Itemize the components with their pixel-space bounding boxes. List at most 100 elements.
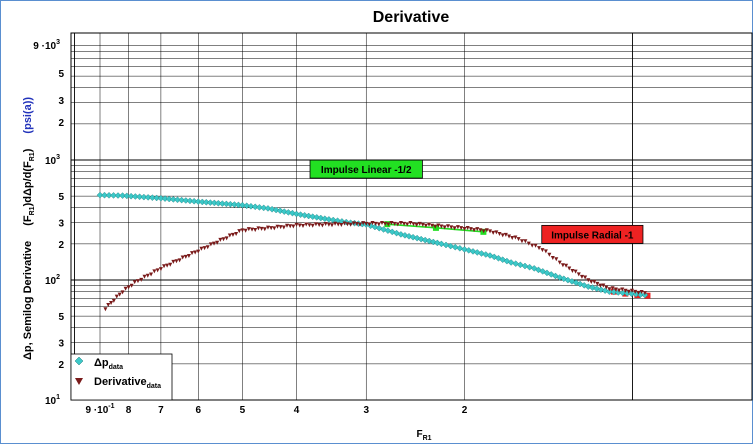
- derivative-point: [342, 221, 347, 226]
- derivative-point: [519, 239, 524, 244]
- x-tick-exponent: -1: [108, 403, 114, 410]
- derivative-point: [468, 227, 473, 232]
- derivative-point: [135, 279, 140, 284]
- derivative-point: [313, 222, 318, 227]
- y-tick-label: 3: [58, 219, 64, 230]
- dp-point: [552, 272, 559, 280]
- dp-point: [110, 192, 117, 199]
- fit-line-marker: [432, 224, 439, 231]
- chart-title: Derivative: [373, 9, 450, 26]
- dp-point: [186, 197, 194, 205]
- derivative-point: [583, 275, 588, 280]
- derivative-point: [570, 269, 575, 274]
- dp-point: [231, 201, 238, 208]
- dp-point: [127, 192, 135, 200]
- derivative-point: [472, 228, 477, 233]
- y-tick-exponent: 1: [56, 394, 60, 401]
- derivative-point: [307, 223, 312, 228]
- dp-point: [182, 197, 190, 204]
- grid-lines: [71, 33, 752, 401]
- derivative-point: [462, 227, 467, 232]
- dp-point: [461, 246, 468, 253]
- dp-point: [397, 231, 405, 238]
- dp-point: [628, 290, 635, 298]
- derivative-point: [386, 222, 391, 227]
- derivative-point: [351, 221, 356, 226]
- dp-point: [174, 196, 181, 204]
- x-tick-label: 6: [195, 405, 201, 416]
- dp-point: [478, 250, 485, 257]
- dp-point: [614, 289, 622, 296]
- derivative-point: [408, 221, 413, 226]
- derivative-point: [348, 222, 353, 227]
- y-axis-label-sub-1: R1: [29, 206, 36, 215]
- derivative-point: [481, 229, 486, 234]
- legend-label-derivative-name: Derivative: [94, 376, 147, 388]
- dp-point: [512, 260, 520, 267]
- derivative-point: [310, 223, 315, 228]
- derivative-point: [183, 254, 188, 259]
- y-tick-label: 103: [45, 154, 60, 167]
- x-tick-label: 8: [126, 405, 132, 416]
- dp-point: [239, 201, 246, 209]
- y-tick-label: 5: [58, 312, 64, 323]
- dp-point: [223, 200, 230, 208]
- derivative-point: [449, 225, 454, 230]
- dp-point: [507, 259, 515, 266]
- derivative-point: [230, 232, 235, 237]
- y-tick-label: 5: [58, 192, 64, 203]
- derivative-point: [452, 226, 457, 231]
- derivative-point: [395, 222, 400, 227]
- derivative-point: [455, 225, 460, 230]
- derivative-point: [623, 288, 628, 293]
- dp-point: [190, 197, 198, 205]
- legend-diamond-icon: [74, 356, 84, 366]
- y-axis-label-main: Δp, Semilog Derivative: [22, 241, 34, 360]
- dp-point: [123, 192, 131, 200]
- derivative-point: [149, 272, 154, 277]
- derivative-point: [579, 274, 584, 279]
- dp-point: [297, 211, 304, 218]
- derivative-point: [145, 273, 150, 278]
- derivative-point: [227, 233, 232, 238]
- derivative-point: [221, 237, 226, 242]
- dp-point: [388, 228, 396, 236]
- derivative-point: [604, 285, 609, 290]
- annotation-box: [541, 224, 644, 244]
- x-axis-label: FR1: [416, 429, 431, 442]
- derivative-point: [478, 228, 483, 233]
- derivative-point: [402, 221, 407, 226]
- legend-box: [70, 353, 173, 401]
- derivative-point: [554, 257, 559, 262]
- dp-point: [451, 243, 459, 251]
- plot-area-border: [70, 32, 753, 401]
- dp-point: [447, 242, 454, 250]
- derivative-point: [503, 232, 508, 237]
- derivative-point: [281, 225, 286, 230]
- derivative-point: [114, 294, 119, 299]
- y-axis-label: Δp, Semilog Derivative (FR1)dΔp/d(FR1) (…: [22, 97, 36, 360]
- derivative-point: [304, 222, 309, 227]
- derivative-point: [132, 280, 137, 285]
- derivative-point: [636, 290, 641, 295]
- derivative-point: [442, 225, 447, 230]
- derivative-point: [224, 236, 229, 241]
- derivative-point: [168, 262, 173, 267]
- dp-point: [114, 192, 122, 199]
- dp-point: [499, 256, 506, 263]
- dp-point: [375, 224, 383, 232]
- dp-point: [503, 257, 511, 265]
- derivative-point: [586, 278, 591, 283]
- dp-point: [170, 196, 177, 203]
- dp-point: [289, 209, 296, 217]
- dp-point: [580, 282, 588, 289]
- derivative-point: [550, 256, 555, 261]
- derivative-point: [576, 272, 581, 277]
- derivative-point: [533, 243, 538, 248]
- y-tick-label: 3: [58, 339, 64, 350]
- derivative-point: [484, 228, 489, 233]
- derivative-point: [326, 222, 331, 227]
- derivative-point: [557, 260, 562, 265]
- derivative-point: [300, 224, 305, 229]
- dp-point: [438, 240, 445, 248]
